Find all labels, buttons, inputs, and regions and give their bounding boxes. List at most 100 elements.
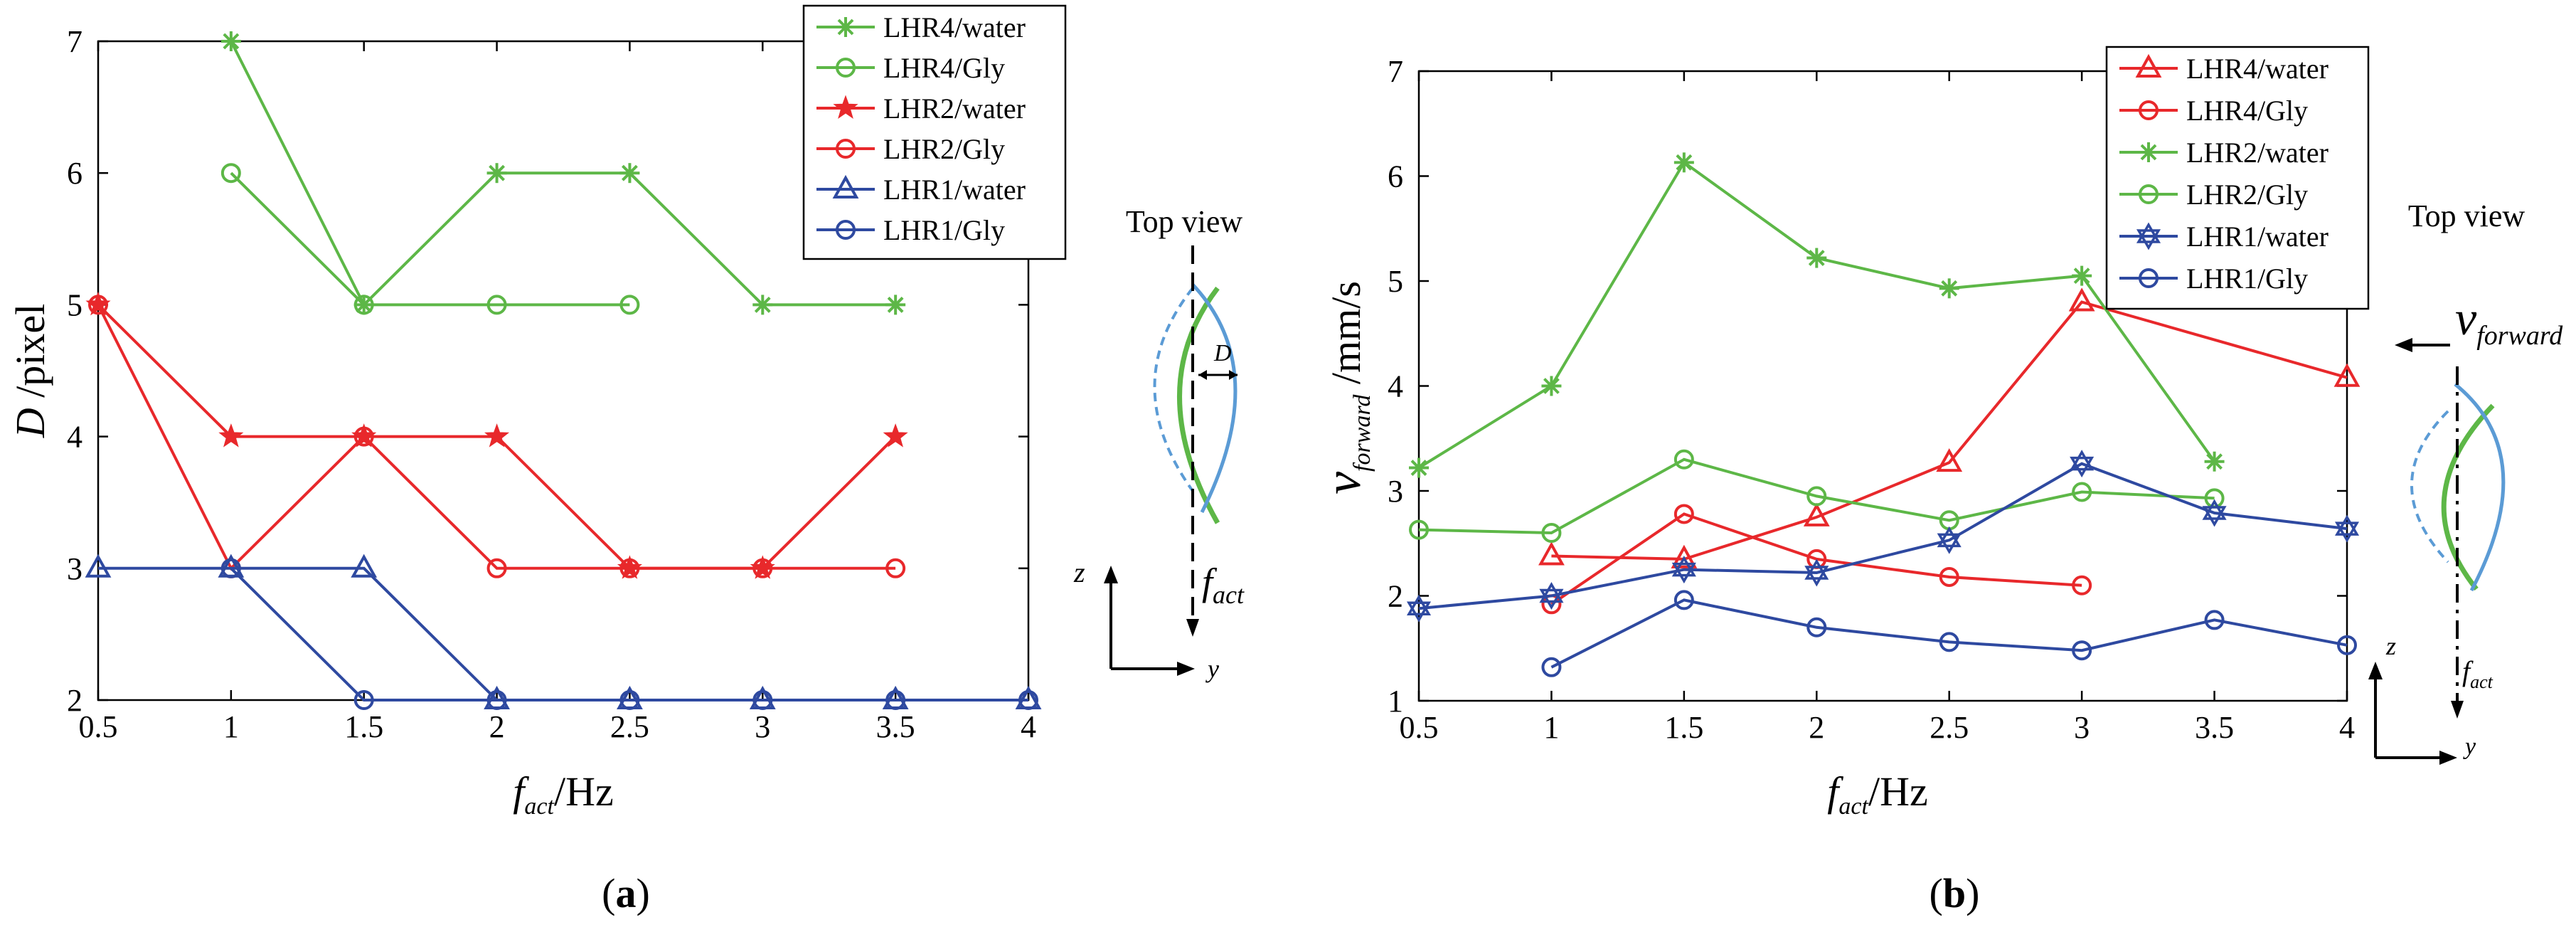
ylabel-a-main: D xyxy=(7,408,53,438)
b-ytick-label-6: 7 xyxy=(1388,54,1403,89)
b-series-lhr4-water-point-3 xyxy=(1936,448,1963,472)
legend-b: LHR4/water LHR4/Gly LHR2/water LHR2/Gly LHR1… xyxy=(2105,46,2370,310)
b-series-lhr1-gly-line xyxy=(1550,598,2348,669)
b-legend-lhr1-water: LHR1/water xyxy=(2119,221,2328,253)
a-ytick-label-4: 6 xyxy=(67,156,83,191)
topview-b-f-label: fact xyxy=(2462,655,2493,692)
b-legend-lhr4-water: LHR4/water xyxy=(2119,53,2328,85)
a-series-lhr4-gly-line xyxy=(230,171,630,307)
a-series-lhr4-water-point-5-d2 xyxy=(887,296,904,313)
topview-b-axis-arrowhead xyxy=(2451,701,2464,719)
a-legend-lhr2-gly-marker xyxy=(836,139,856,159)
a-series-lhr1-gly-line xyxy=(230,567,1028,701)
b-ytick-label-0: 1 xyxy=(1388,684,1403,719)
b-series-lhr1-water-point-3-down xyxy=(1804,566,1829,587)
b-series-lhr4-water-line xyxy=(1551,300,2348,561)
b-series-lhr1-water-point-7-up xyxy=(2334,514,2360,536)
topview-a-blue-arc xyxy=(1191,283,1238,514)
b-legend-lhr2-water-label: LHR2/water xyxy=(2186,137,2328,169)
b-xtick-label-5: 3 xyxy=(2074,710,2090,745)
b-series-lhr1-water-point-7 xyxy=(2334,514,2360,543)
b-series-lhr2-gly xyxy=(1409,449,2225,543)
a-series-lhr1-water-point-0 xyxy=(85,554,112,578)
b-series-lhr2-gly-point-3 xyxy=(1806,486,1827,507)
b-legend-lhr2-water-marker-d2 xyxy=(2140,144,2157,161)
b-series-lhr4-water-point-4 xyxy=(2068,287,2095,312)
b-series-lhr4-water-point-0 xyxy=(1538,541,1565,566)
b-series-lhr1-gly-point-3 xyxy=(1939,632,1959,652)
b-series-lhr1-water-point-5-up xyxy=(2070,450,2095,471)
b-xtick-label-6: 3.5 xyxy=(2195,710,2234,745)
a-series-lhr2-water xyxy=(85,291,908,579)
topview-b-green-arc xyxy=(2441,403,2495,591)
b-legend-lhr1-water-marker-down xyxy=(2136,229,2161,250)
b-series-lhr2-water-point-5 xyxy=(2072,265,2092,286)
a-legend-lhr1-gly-marker xyxy=(836,220,856,240)
b-legend-lhr1-water-marker xyxy=(2136,222,2161,250)
b-series-lhr1-gly-point-2 xyxy=(1806,617,1827,637)
topview-a-title: Top view xyxy=(1126,204,1243,239)
topview-a-z-label: z xyxy=(1073,556,1085,588)
a-xtick-label-0: 0.5 xyxy=(79,709,118,744)
b-series-lhr1-water-point-5-down xyxy=(2070,456,2095,478)
a-series-lhr1-gly-point-1 xyxy=(353,690,374,710)
topview-b-v-label: vforward xyxy=(2455,291,2563,351)
b-series-lhr4-water-point-1 xyxy=(1671,544,1698,568)
a-series-lhr2-water-point-1 xyxy=(218,423,244,448)
b-series-lhr1-water-point-1 xyxy=(1539,582,1564,610)
a-series-lhr1-water-line xyxy=(98,566,1028,701)
a-legend-lhr4-water-marker xyxy=(836,17,856,37)
b-series-lhr2-water-point-1 xyxy=(1541,376,1562,396)
b-legend-lhr2-water-marker xyxy=(2139,142,2159,162)
b-series-lhr2-water-point-2 xyxy=(1673,152,1694,173)
a-series-lhr4-gly-point-0 xyxy=(220,163,241,184)
b-series-lhr2-gly-point-5 xyxy=(2072,482,2092,502)
a-xtick-label-4: 2.5 xyxy=(610,709,649,744)
b-series-lhr1-gly-point-0 xyxy=(1541,657,1562,677)
b-series-lhr1-water-point-4 xyxy=(1937,526,1962,554)
a-legend-lhr1-water-marker xyxy=(832,174,859,198)
a-series-lhr2-water-point-6 xyxy=(883,423,908,448)
xlabel-b-rest: /Hz xyxy=(1868,768,1928,815)
a-legend-lhr2-water: LHR2/water xyxy=(816,92,1026,125)
a-series-lhr2-gly-point-2 xyxy=(353,426,374,447)
a-legend-lhr2-water-label: LHR2/water xyxy=(883,92,1026,125)
topview-b: Top view vforward fact z y xyxy=(2368,198,2563,765)
b-series-lhr2-gly-point-0 xyxy=(1409,519,1429,540)
b-ytick-label-2: 3 xyxy=(1388,474,1403,509)
topview-a-y-arrowhead xyxy=(1177,662,1195,676)
b-series-lhr4-water-point-2 xyxy=(1803,502,1830,526)
topview-b-y-label: y xyxy=(2463,734,2476,760)
a-legend-box xyxy=(802,4,1067,260)
a-series-lhr2-gly-point-4 xyxy=(619,558,640,578)
b-series-lhr1-water-point-6-up xyxy=(2202,499,2227,520)
a-series-lhr1-water xyxy=(85,554,1042,709)
b-legend-lhr1-gly: LHR1/Gly xyxy=(2119,263,2308,295)
a-series-lhr4-water-point-4-d2 xyxy=(754,296,771,313)
panel-a: 0.5 1 1.5 2 2.5 3 3.5 4 2 3 4 5 6 7 LHR4/water LHR4/Gl… xyxy=(7,4,1245,916)
a-ytick-label-3: 5 xyxy=(67,287,83,322)
b-series-lhr2-water-point-6-d2 xyxy=(2206,453,2223,470)
topview-b-blue-arc xyxy=(2454,383,2506,592)
a-series-lhr4-gly-point-2 xyxy=(486,295,507,315)
b-ytick-label-1: 2 xyxy=(1388,579,1403,614)
b-legend-lhr4-water-label: LHR4/water xyxy=(2186,53,2328,85)
a-ytick-label-1: 3 xyxy=(67,551,83,586)
b-series-lhr2-water-point-6 xyxy=(2204,451,2225,472)
xlabel-b-sub: act xyxy=(1838,793,1869,820)
a-series-lhr4-water-point-3-d2 xyxy=(622,164,638,181)
b-legend-lhr1-water-label: LHR1/water xyxy=(2186,221,2328,253)
a-legend-lhr4-gly-marker xyxy=(836,58,856,78)
series-b xyxy=(1406,152,2361,677)
a-series-lhr2-gly-point-5 xyxy=(752,558,773,578)
b-series-lhr1-water-point-1-up xyxy=(1539,582,1564,603)
topview-a: Top view D fact z y xyxy=(1073,204,1245,683)
a-legend-lhr2-gly: LHR2/Gly xyxy=(816,133,1005,165)
a-xtick-label-1: 1 xyxy=(223,709,239,744)
b-series-lhr4-gly-point-4 xyxy=(2072,575,2092,595)
b-series-lhr1-gly xyxy=(1541,590,2357,677)
b-series-lhr2-water-point-5-d2 xyxy=(2073,268,2090,285)
a-legend-lhr2-gly-label: LHR2/Gly xyxy=(883,133,1005,165)
topview-b-v-arrowhead xyxy=(2395,338,2412,352)
b-legend-lhr4-gly: LHR4/Gly xyxy=(2119,95,2308,127)
